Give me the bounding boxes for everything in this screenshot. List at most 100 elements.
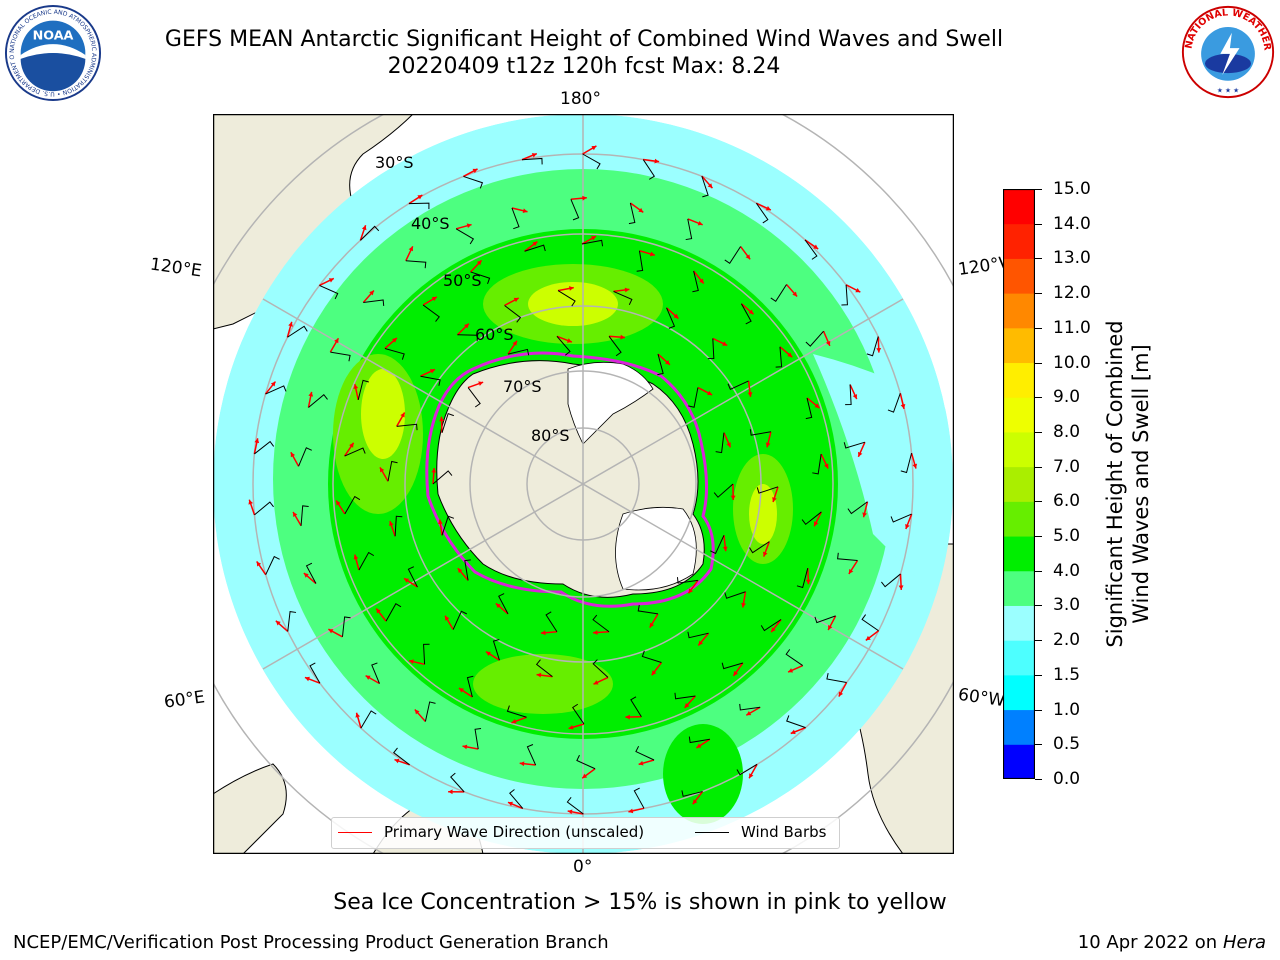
wave-arrow-head [649, 622, 655, 628]
wind-barb [724, 591, 746, 599]
colorbar-tick-label: 3.0 [1053, 595, 1081, 616]
wind-barb [566, 796, 584, 815]
wave-arrow-head [688, 588, 694, 594]
wind-barb [804, 239, 818, 260]
colorbar-band [1003, 397, 1035, 433]
wave-arrow-head [349, 442, 354, 448]
wave-arrow-head [765, 205, 771, 211]
wave-arrow-head [464, 323, 469, 329]
colorbar-tick-label: 15.0 [1053, 179, 1091, 199]
colorbar-tick-mark [1035, 327, 1042, 329]
wave-arrow-head [792, 291, 798, 297]
wind-barb [344, 447, 366, 457]
colorbar-tick-label: 6.0 [1053, 491, 1081, 512]
wind-barb [592, 614, 610, 633]
colorbar-tick-mark [1035, 779, 1042, 780]
wind-barb [756, 486, 779, 494]
colorbar-tick-mark [1035, 223, 1042, 225]
wind-barb [740, 303, 752, 325]
wave-arrow-head [692, 799, 698, 805]
lon-label-0: 0° [573, 857, 593, 877]
wind-barb [287, 325, 308, 338]
wind-barb [749, 429, 771, 436]
wave-arrow-head [431, 468, 437, 473]
colorbar-label-line1: Significant Height of Combined [1103, 320, 1127, 648]
wind-barb [642, 159, 656, 180]
sea-ice-note: Sea Ice Concentration > 15% is shown in … [333, 890, 947, 915]
wind-barb [701, 175, 709, 198]
weddell-ice [615, 506, 697, 591]
wind-barb [358, 551, 375, 571]
wind-barb [666, 307, 676, 329]
wind-barb [393, 747, 410, 766]
wind-barb [709, 535, 725, 555]
wave-arrow-head [730, 495, 736, 500]
wind-barb [498, 593, 509, 615]
wave-arrow-head [762, 551, 768, 557]
footer-host: Hera [1222, 932, 1266, 953]
wave-arrow-head [746, 710, 752, 716]
wave-arrow-head [771, 627, 776, 633]
colorbar-tick-label: 9.0 [1053, 387, 1081, 408]
colorbar-tick-mark [1035, 605, 1042, 607]
colorbar-tick-mark [1035, 362, 1042, 364]
wind-barb [363, 299, 385, 306]
wind-barb [408, 202, 430, 210]
wave-arrow-head [567, 809, 573, 815]
wave-arrow-head [336, 500, 341, 506]
wave-arrow-head [248, 499, 253, 505]
wind-barb [384, 348, 405, 360]
wind-barb [357, 379, 369, 400]
wave-arrow-head [568, 724, 574, 730]
wind-barb [641, 650, 662, 664]
wind-barb [685, 218, 693, 241]
wind-barb [812, 454, 822, 475]
wave-arrow-head [394, 758, 400, 764]
wind-barb [775, 346, 783, 368]
wave-arrow-head [838, 691, 844, 697]
wind-barb [463, 175, 484, 189]
wave-arrow-head [270, 381, 276, 387]
wave-arrow-head [448, 789, 453, 795]
wind-barb [300, 505, 309, 526]
wind-barb [843, 441, 866, 449]
wind-barb [470, 271, 491, 285]
wave-direction-arrows [248, 145, 918, 815]
wind-barb [385, 603, 402, 622]
wind-barb [360, 710, 377, 729]
colorbar-band [1003, 605, 1035, 641]
wind-barb [628, 202, 636, 225]
wave-arrow-head [593, 630, 598, 635]
wave-arrow-head [814, 521, 819, 527]
wind-barb [637, 604, 659, 615]
wind-barb [635, 745, 655, 761]
wave-arrow-head [355, 712, 361, 718]
wave-arrow-head [741, 602, 746, 608]
wind-barb [805, 397, 813, 420]
wind-barb [298, 447, 312, 467]
wave-arrow-head [788, 668, 794, 673]
wave-arrow-head [638, 207, 644, 213]
wave-arrow-head [665, 360, 670, 365]
wave-arrow-head [353, 554, 359, 560]
colorbar-tick-mark [1035, 570, 1042, 572]
colorbar-tick-label: 8.0 [1053, 421, 1081, 442]
colorbar-tick-label: 13.0 [1053, 248, 1091, 269]
wave-arrow-head [417, 194, 423, 200]
wind-barb [432, 470, 453, 485]
wave-arrow-head [511, 719, 517, 724]
wind-barb [581, 239, 604, 247]
wave-arrow-head [876, 348, 882, 353]
wind-barb [576, 754, 596, 770]
wind-barb [423, 643, 430, 665]
wind-barb [727, 380, 749, 390]
colorbar-tick-label: 10.0 [1053, 352, 1091, 373]
noaa-logo-text: NOAA [33, 28, 74, 43]
legend-label-wave-direction: Primary Wave Direction (unscaled) [384, 823, 645, 841]
wind-barb [841, 284, 848, 306]
wave-arrow-head [308, 391, 314, 397]
wind-barb [707, 338, 715, 360]
colorbar-tick-label: 14.0 [1053, 213, 1091, 234]
wave-arrow-head [673, 313, 679, 319]
wind-barb [715, 432, 725, 454]
